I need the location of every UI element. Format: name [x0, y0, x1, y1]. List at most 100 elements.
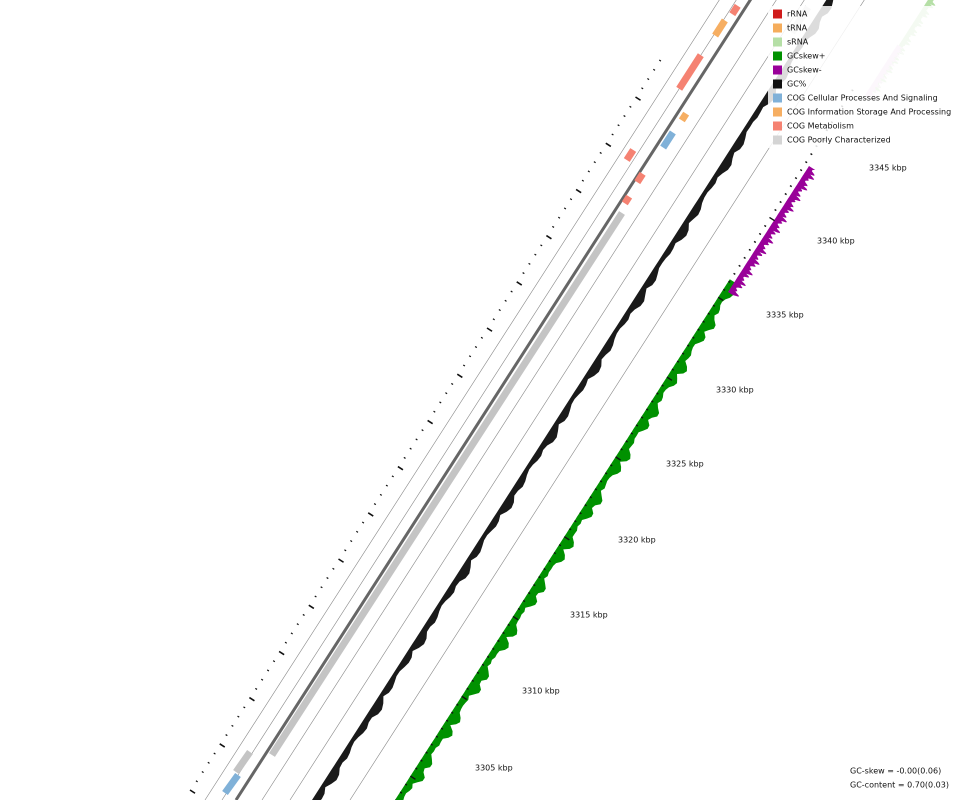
- tick: [425, 751, 428, 754]
- tick: [620, 448, 623, 451]
- tick: [617, 124, 620, 127]
- tick: [308, 604, 315, 610]
- gene: [621, 194, 633, 206]
- tick: [189, 789, 196, 794]
- legend-label: sRNA: [787, 38, 809, 47]
- tick: [769, 216, 775, 222]
- tick: [399, 791, 403, 794]
- tick: [451, 382, 454, 386]
- tick: [248, 696, 255, 702]
- tick: [557, 216, 561, 219]
- tick: [326, 576, 329, 580]
- tick: [707, 312, 710, 315]
- gene-band: [233, 749, 253, 775]
- tick: [367, 512, 374, 517]
- tick: [717, 296, 724, 302]
- tick: [350, 540, 353, 543]
- tick: [255, 687, 258, 690]
- tick-label: 3340 kbp: [817, 237, 855, 246]
- tick: [471, 679, 475, 682]
- track-line: [261, 0, 777, 800]
- tick: [231, 724, 234, 727]
- tick: [640, 416, 644, 419]
- tick: [361, 521, 365, 524]
- tick: [492, 318, 495, 321]
- tick: [594, 488, 598, 491]
- tick: [587, 170, 590, 173]
- tick-label: 3335 kbp: [766, 311, 804, 320]
- tick: [779, 200, 782, 204]
- tick: [517, 607, 521, 611]
- legend-label: GCskew+: [787, 52, 825, 61]
- legend-label: tRNA: [787, 24, 808, 33]
- tick: [528, 591, 531, 595]
- tick: [589, 496, 592, 499]
- tick: [558, 544, 562, 547]
- legend-swatch: [773, 23, 782, 33]
- tick: [456, 703, 459, 706]
- tick: [314, 595, 317, 598]
- tick: [635, 424, 639, 427]
- tick: [522, 599, 526, 603]
- gc-skew-stat: GC-skew = -0.00(0.06): [850, 767, 941, 776]
- tick: [213, 752, 216, 755]
- legend-label: COG Cellular Processes And Signaling: [787, 94, 938, 103]
- tick: [507, 623, 510, 627]
- legend-label: COG Metabolism: [787, 122, 854, 131]
- legend-swatch: [773, 135, 782, 145]
- tick: [784, 192, 787, 196]
- legend-swatch: [773, 79, 782, 89]
- gc-skew-positive: [395, 279, 740, 800]
- tick: [763, 224, 767, 228]
- tick: [625, 440, 628, 443]
- tick: [666, 376, 673, 381]
- tick: [533, 583, 536, 587]
- tick: [320, 586, 323, 589]
- tick: [440, 727, 444, 730]
- tick: [243, 706, 246, 709]
- gc-content-stat: GC-content = 0.70(0.03): [850, 781, 949, 790]
- tick: [379, 493, 383, 496]
- legend: rRNA tRNA sRNA GCskew+ GCskew- GC% COG Cellula…: [768, 6, 960, 148]
- legend-label: COG Information Storage And Processing: [787, 108, 951, 117]
- tick: [516, 281, 523, 286]
- tick: [623, 114, 626, 118]
- legend-swatch: [773, 51, 782, 61]
- tick: [415, 767, 418, 770]
- legend-swatch: [773, 37, 782, 47]
- tick: [743, 256, 746, 260]
- tick: [728, 280, 731, 283]
- tick: [651, 400, 654, 403]
- tick: [480, 336, 484, 339]
- tick: [548, 560, 551, 563]
- tick: [433, 410, 436, 413]
- legend-label: GCskew-: [787, 66, 822, 75]
- tick: [652, 68, 656, 71]
- tick: [430, 743, 433, 746]
- tick: [545, 234, 552, 240]
- scale-labels: 3305 kbp 3310 kbp 3315 kbp 3320 kbp 3325 kbp…: [475, 164, 907, 773]
- tick: [290, 632, 293, 635]
- tick: [702, 320, 705, 323]
- tick: [486, 327, 493, 332]
- tick: [569, 198, 573, 201]
- gc-content: [312, 0, 834, 800]
- tick: [581, 179, 585, 182]
- legend-swatch: [773, 9, 782, 19]
- tick: [461, 695, 468, 701]
- tick: [789, 184, 793, 188]
- tick: [451, 711, 454, 714]
- tick: [435, 735, 439, 738]
- tick: [552, 225, 555, 228]
- tick: [610, 464, 613, 467]
- tick: [481, 663, 485, 667]
- tick: [584, 504, 587, 507]
- tick: [599, 480, 603, 483]
- tick: [575, 188, 582, 194]
- gene-band: [222, 772, 241, 796]
- tick: [805, 161, 808, 164]
- tick: [415, 438, 418, 441]
- map-tracks: [189, 0, 936, 800]
- legend-swatch: [773, 65, 782, 75]
- tick: [661, 384, 664, 387]
